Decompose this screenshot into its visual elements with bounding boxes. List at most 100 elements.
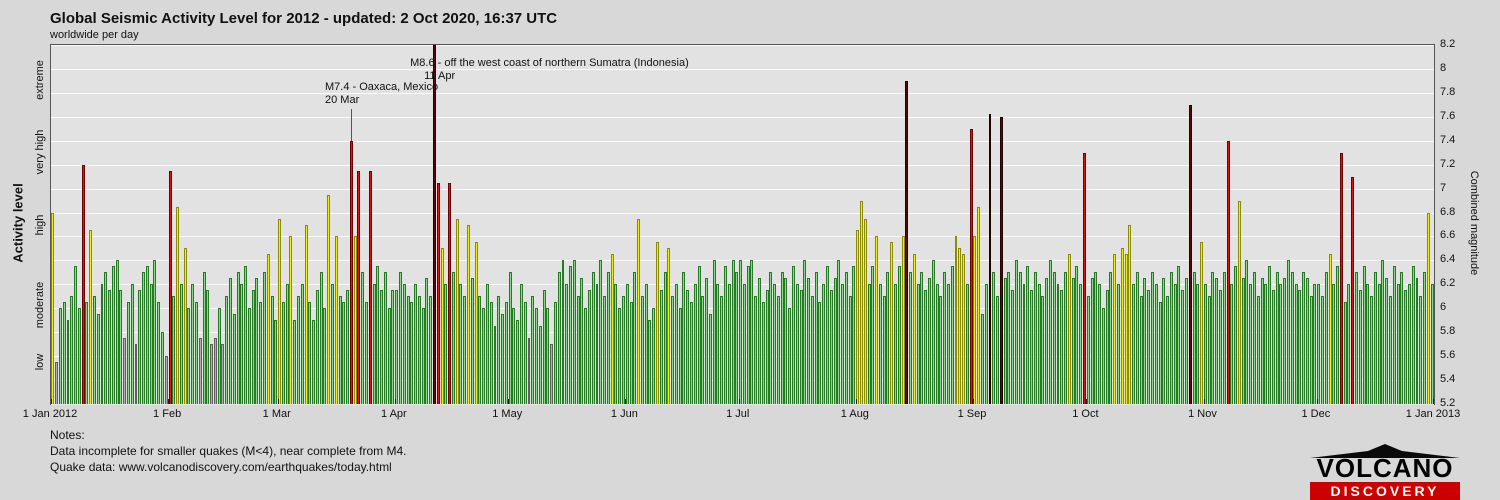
bar: [213, 338, 217, 404]
bar: [77, 308, 81, 404]
bar: [886, 272, 890, 404]
bar: [368, 170, 372, 404]
bar: [1253, 272, 1256, 404]
bar: [837, 260, 841, 404]
bar: [803, 260, 807, 404]
left-category-label: low: [34, 354, 46, 371]
bar: [274, 320, 278, 404]
bar: [765, 290, 769, 404]
bar: [1158, 302, 1162, 404]
bar: [304, 224, 308, 404]
bar: [1411, 266, 1415, 404]
bar: [100, 284, 104, 404]
month-label: 1 Nov: [1188, 408, 1217, 420]
bar: [754, 296, 758, 404]
bar: [297, 296, 300, 404]
bar: [1271, 290, 1275, 404]
bar: [523, 302, 527, 404]
bar: [463, 296, 467, 404]
bar: [1355, 272, 1359, 404]
bar: [674, 284, 678, 404]
bar: [210, 344, 214, 404]
annotation-label: M8.6 - off the west coast of northern Su…: [410, 57, 689, 82]
gridline: [51, 332, 1434, 334]
bar: [357, 170, 361, 404]
bar: [331, 284, 334, 404]
bar: [372, 284, 376, 404]
bar: [1124, 254, 1128, 404]
bar: [1294, 284, 1298, 404]
bar: [376, 266, 380, 404]
bar: [236, 272, 240, 404]
bar: [1030, 290, 1034, 404]
bar: [391, 290, 395, 404]
bar: [1026, 266, 1030, 404]
right-tick-label: 7.2: [1440, 157, 1456, 170]
bar: [667, 248, 671, 404]
bar: [1128, 224, 1132, 404]
bar: [1048, 260, 1052, 404]
bar: [1260, 278, 1264, 404]
bar: [1419, 296, 1423, 404]
bar: [421, 308, 425, 404]
bar: [1283, 278, 1287, 404]
bar: [557, 272, 561, 404]
bar: [591, 272, 595, 404]
bar: [569, 266, 573, 404]
bar: [172, 296, 176, 404]
bar: [799, 290, 803, 404]
bar: [508, 272, 512, 404]
bar: [1007, 272, 1011, 404]
bar: [319, 272, 323, 404]
bar: [1430, 284, 1434, 404]
bar: [361, 272, 365, 404]
month-tick: [738, 399, 740, 404]
bar: [1022, 284, 1026, 404]
bar: [1400, 272, 1404, 404]
bar: [542, 290, 546, 404]
bar: [433, 45, 437, 404]
bar: [776, 296, 780, 404]
bar: [1101, 308, 1105, 404]
bar: [1279, 284, 1283, 404]
bar: [55, 362, 59, 404]
bar: [1003, 278, 1007, 404]
bar: [1094, 272, 1098, 404]
bar: [164, 356, 168, 404]
bar: [270, 296, 274, 404]
gridline: [51, 284, 1434, 286]
volcano-mountain-icon: [1310, 444, 1460, 458]
gridline: [51, 68, 1434, 70]
bar: [792, 266, 795, 404]
bar: [217, 308, 221, 404]
bar: [856, 230, 860, 404]
bar: [1105, 290, 1109, 404]
bar: [1079, 284, 1083, 404]
right-tick-label: 5.8: [1440, 325, 1456, 338]
bar: [1268, 266, 1272, 404]
bar: [814, 272, 818, 404]
bar: [852, 266, 856, 404]
bar: [1230, 284, 1234, 404]
bar: [1067, 254, 1071, 404]
bar: [191, 284, 195, 404]
bar: [946, 284, 950, 404]
bar: [1404, 290, 1408, 404]
bar: [977, 206, 981, 404]
gridline: [51, 308, 1434, 310]
bar: [194, 302, 198, 404]
bar: [179, 284, 183, 404]
gridline: [51, 140, 1434, 142]
month-label: 1 May: [492, 408, 523, 420]
bar: [916, 284, 920, 404]
bar: [149, 284, 153, 404]
bar: [1347, 284, 1351, 404]
bar: [818, 302, 822, 404]
bar: [984, 284, 988, 404]
notes-heading: Notes:: [50, 428, 85, 442]
bar: [841, 284, 845, 404]
bar: [996, 296, 1000, 404]
bar: [1237, 200, 1241, 404]
bar: [758, 278, 761, 404]
right-tick-label: 8.2: [1440, 38, 1456, 50]
